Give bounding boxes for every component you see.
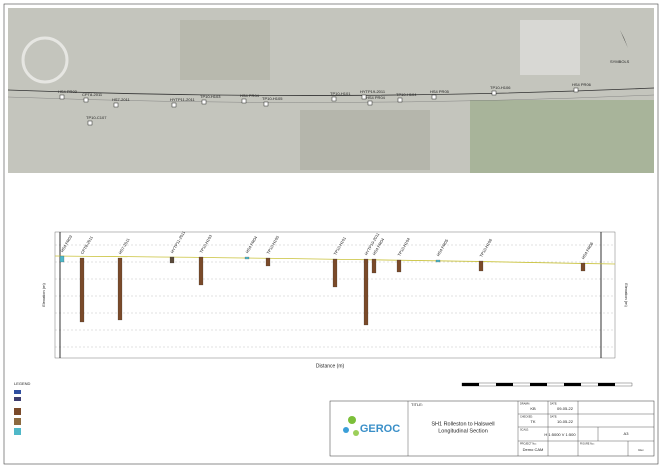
borehole-label: TP10-H105 <box>262 96 283 101</box>
field-label: DRAWN: <box>520 403 530 406</box>
y-axis-label: Elevation (m) <box>41 283 46 307</box>
scale-bar-blocks <box>462 383 615 386</box>
legend-swatch <box>14 390 21 394</box>
borehole-label: HS4 PR06 <box>572 82 592 87</box>
borehole-marker <box>573 87 579 93</box>
borehole-marker <box>491 90 497 96</box>
borehole-label: HS4 PR04 <box>366 95 386 100</box>
borehole-label: TP10-H104 <box>396 92 417 97</box>
borehole-marker <box>59 94 65 100</box>
borehole-column <box>478 260 484 272</box>
road-alignment <box>7 87 655 96</box>
borehole-column <box>435 259 441 263</box>
borehole-column <box>198 256 204 286</box>
logo-text: GEROC <box>360 423 400 435</box>
field-value: Demo CAM <box>523 447 544 452</box>
title-block-dividers <box>407 401 654 456</box>
field-value: 10-05-22 <box>557 419 574 424</box>
borehole-column <box>244 256 250 260</box>
borehole-marker <box>367 100 373 106</box>
borehole-column <box>363 258 369 326</box>
field-value: KB <box>530 406 536 411</box>
road-edge <box>7 94 655 103</box>
borehole-column <box>396 259 402 273</box>
borehole-label: HYTP11-2011 <box>170 97 196 102</box>
field-label: DATE: <box>550 416 557 419</box>
borehole-marker <box>201 99 207 105</box>
borehole-marker <box>113 102 119 108</box>
borehole-marker <box>87 120 93 126</box>
legend: LEGEND <box>14 381 31 435</box>
borehole-column <box>79 257 85 323</box>
borehole-column <box>117 257 123 321</box>
legend-swatch <box>14 397 21 401</box>
field-value: Rev <box>638 448 644 452</box>
north-arrow <box>620 30 628 48</box>
buildings <box>520 20 580 75</box>
sheet-size: A3 <box>624 431 630 436</box>
borehole-marker <box>171 102 177 108</box>
title-block: GEROC TITLE: SH1 Rolleston to Halswell L… <box>329 400 655 457</box>
field-label: PROJECT No.: <box>520 443 537 446</box>
borehole-column <box>59 255 65 263</box>
aerial-map: SYMBOLS <box>7 8 655 173</box>
legend-swatch <box>14 408 21 415</box>
title-block-border <box>329 400 655 457</box>
field-label: CHECKED: <box>520 416 533 419</box>
field-label: FIGURE No.: <box>580 443 595 446</box>
field-label: DATE: <box>550 403 557 406</box>
legend-swatch <box>14 428 21 435</box>
field <box>300 110 430 170</box>
field-label: SCALE: <box>520 429 529 432</box>
legend-swatch <box>14 418 21 425</box>
borehole-label: TP10-H103 <box>200 94 221 99</box>
title-line: SH1 Rolleston to Halswell <box>431 421 494 427</box>
borehole-label: TP10-C107 <box>86 115 107 120</box>
legend-title: LEGEND <box>14 381 31 386</box>
borehole-column <box>169 256 175 264</box>
borehole-label: HS7-2011 <box>112 97 130 102</box>
section-limits <box>59 232 602 358</box>
x-axis-label: Distance (m) <box>316 363 345 369</box>
borehole-label: HYTP19-2011 <box>360 89 386 94</box>
section-border <box>54 231 616 359</box>
title-line: Longitudinal Section <box>438 428 488 434</box>
field <box>470 100 654 173</box>
y2-axis-label: Elevation (m) <box>624 283 629 307</box>
symbols-label: SYMBOLS <box>610 59 630 64</box>
borehole-label: TP10-H106 <box>490 85 511 90</box>
borehole-marker <box>263 101 269 107</box>
borehole-marker <box>431 94 437 100</box>
borehole-marker <box>241 98 247 104</box>
racetrack <box>21 36 69 84</box>
field-value: H 1:5000 V 1:500 <box>544 432 576 437</box>
logo-dot <box>353 430 359 436</box>
borehole-marker <box>83 97 89 103</box>
title-label: TITLE: <box>411 402 423 407</box>
borehole-marker <box>397 97 403 103</box>
field <box>180 20 270 80</box>
borehole-column <box>332 258 338 288</box>
borehole-column <box>580 262 586 272</box>
logo-dot <box>343 427 349 433</box>
borehole-marker <box>361 94 367 100</box>
scale-bar <box>461 382 633 387</box>
ground-line <box>54 255 616 265</box>
borehole-marker <box>331 96 337 102</box>
field-value: TK <box>530 419 535 424</box>
borehole-column <box>265 257 271 267</box>
borehole-label: TP10-H101 <box>330 91 351 96</box>
field-value: 09-05-22 <box>557 406 574 411</box>
logo-dot <box>348 416 356 424</box>
borehole-label: CPT8-2011 <box>82 92 103 97</box>
borehole-label: HS4 PR05 <box>430 89 450 94</box>
borehole-label: HS4 PR04 <box>240 93 260 98</box>
borehole-column <box>371 258 377 274</box>
borehole-label: HS4 PR03 <box>58 89 78 94</box>
